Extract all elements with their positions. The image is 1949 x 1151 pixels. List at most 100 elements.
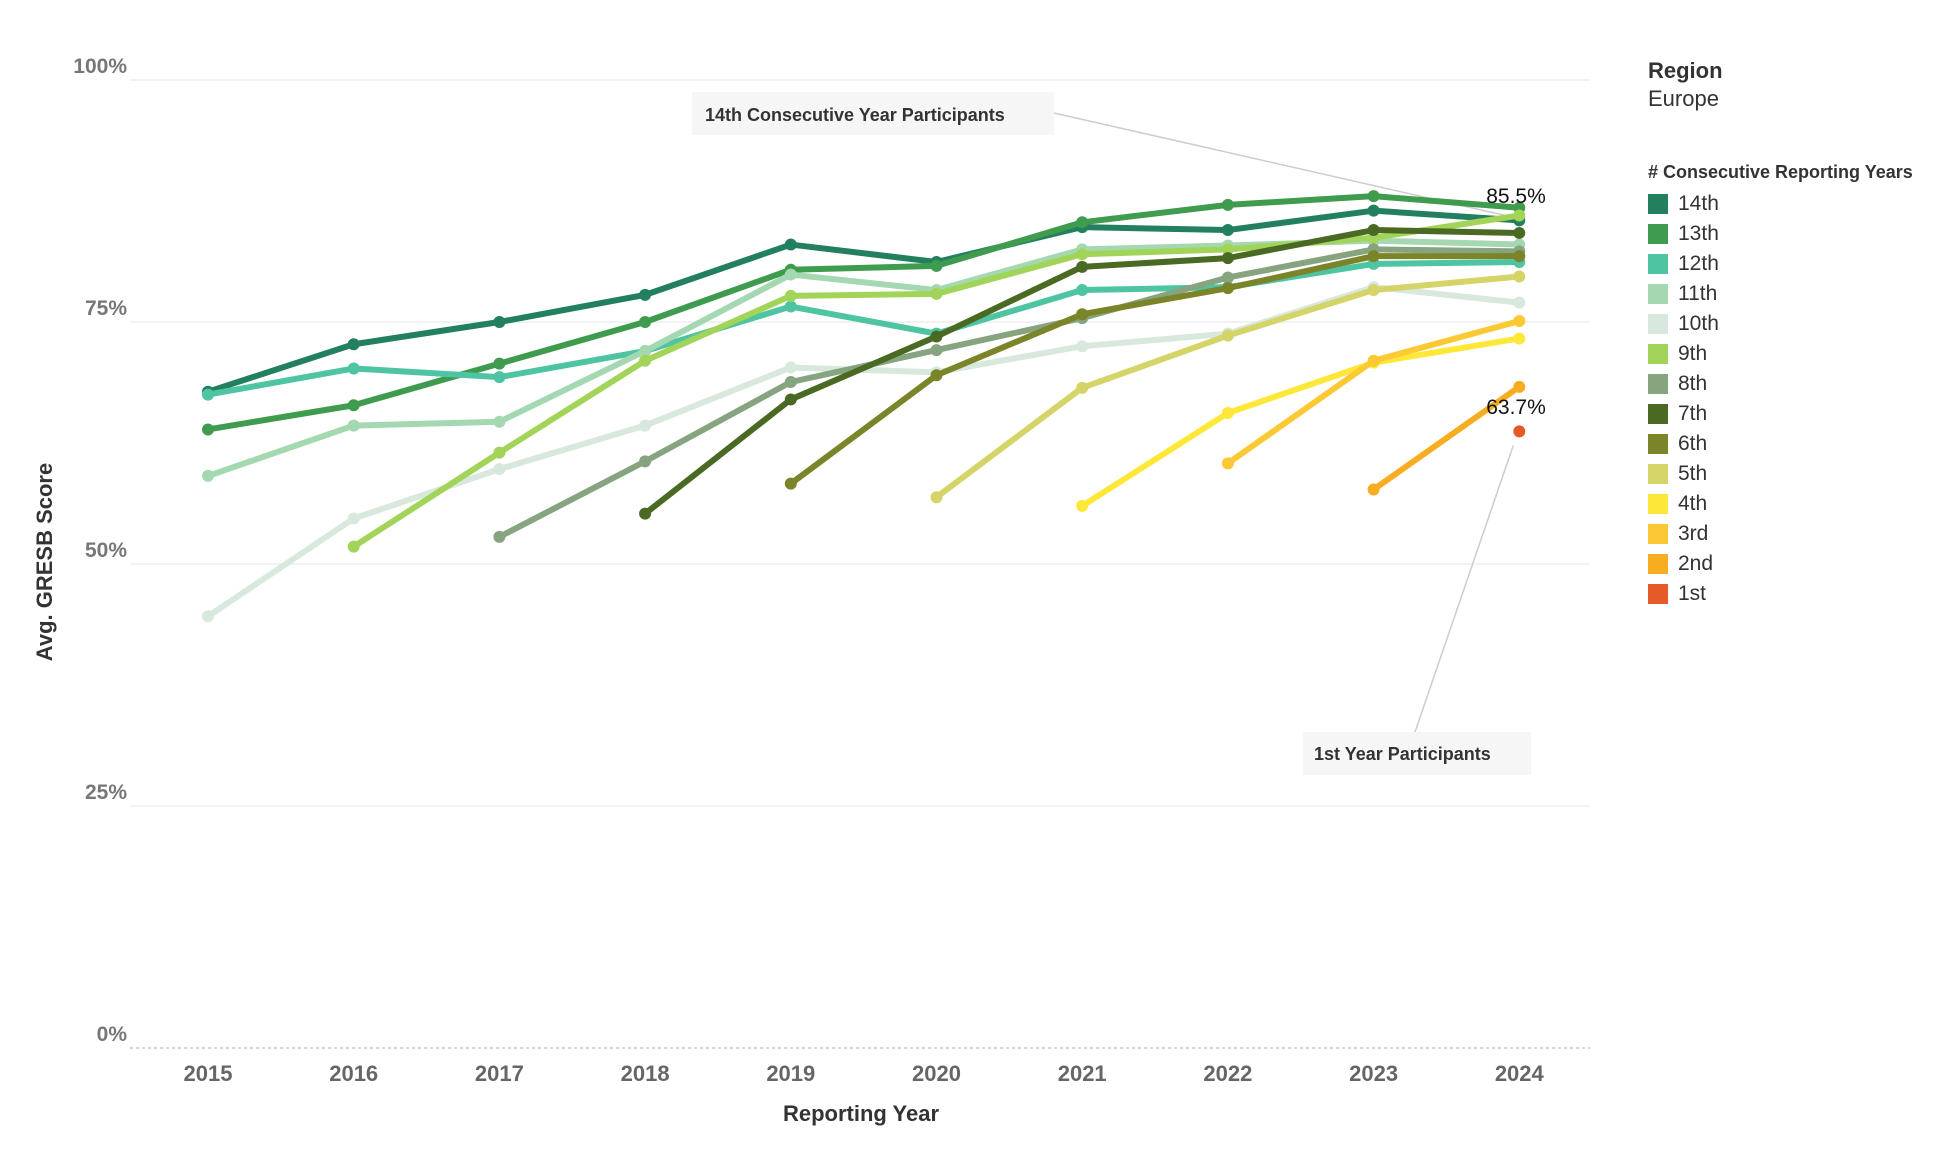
leader-line-1st xyxy=(1414,445,1515,733)
legend-item-12th[interactable]: 12th xyxy=(1648,249,1948,279)
data-point-10th xyxy=(784,361,797,374)
legend-swatch xyxy=(1648,314,1668,334)
x-tick-label: 2024 xyxy=(1495,1061,1545,1086)
series-line-12th xyxy=(205,258,1523,398)
series-line-14th xyxy=(205,207,1523,395)
legend-swatch xyxy=(1648,584,1668,604)
data-point-13th xyxy=(1221,198,1234,211)
data-point-8th xyxy=(784,376,797,389)
series-line-6th xyxy=(787,253,1523,487)
legend-item-3rd[interactable]: 3rd xyxy=(1648,519,1948,549)
series-7th xyxy=(639,224,1526,520)
data-point-6th xyxy=(1367,250,1380,263)
legend-item-1st[interactable]: 1st xyxy=(1648,579,1948,609)
data-point-8th xyxy=(1221,271,1234,284)
legend-swatch xyxy=(1648,284,1668,304)
legend-label: 5th xyxy=(1678,462,1708,485)
legend-items: 14th 13th 12th 11th 10th 9th 8th 7th 6th 5th 4th 3r… xyxy=(1648,189,1948,609)
series-line-3rd xyxy=(1224,318,1523,467)
y-tick-label: 25% xyxy=(85,781,127,804)
data-point-13th xyxy=(1367,190,1380,203)
data-point-9th xyxy=(1513,209,1526,222)
legend-item-4th[interactable]: 4th xyxy=(1648,489,1948,519)
legend-item-10th[interactable]: 10th xyxy=(1648,309,1948,339)
legend-label: 7th xyxy=(1678,402,1708,425)
annotations: 14th Consecutive Year Participants 1st Y… xyxy=(692,92,1531,775)
legend-title: # Consecutive Reporting Years xyxy=(1648,162,1913,182)
legend-panel: Region Europe # Consecutive Reporting Ye… xyxy=(1648,58,1948,609)
data-point-14th xyxy=(493,316,506,328)
data-point-9th xyxy=(930,287,943,300)
legend-swatch xyxy=(1648,464,1668,484)
annotation-1st-participants: 1st Year Participants xyxy=(1303,732,1531,775)
data-point-5th xyxy=(930,491,943,504)
data-point-3rd xyxy=(1221,457,1234,470)
series-13th xyxy=(202,190,1526,436)
legend-item-2nd[interactable]: 2nd xyxy=(1648,549,1948,579)
data-point-6th xyxy=(1513,250,1526,263)
x-tick-label: 2016 xyxy=(329,1061,378,1086)
legend-label: 9th xyxy=(1678,342,1708,365)
x-axis-title: Reporting Year xyxy=(783,1101,940,1126)
data-point-9th xyxy=(347,540,360,553)
legend-item-13th[interactable]: 13th xyxy=(1648,219,1948,249)
y-tick-label: 50% xyxy=(85,539,127,562)
region-filter-value[interactable]: Europe xyxy=(1648,86,1719,111)
series-line-13th xyxy=(205,193,1523,433)
x-tick-label: 2020 xyxy=(912,1061,961,1086)
series-line-11th xyxy=(205,237,1523,479)
legend-swatch xyxy=(1648,374,1668,394)
annotation-1st-text: 1st Year Participants xyxy=(1314,744,1491,764)
data-point-10th xyxy=(639,419,652,432)
data-point-9th xyxy=(1221,243,1234,256)
data-point-11th xyxy=(639,345,652,358)
data-point-11th xyxy=(347,419,360,432)
legend-item-9th[interactable]: 9th xyxy=(1648,339,1948,369)
data-point-6th xyxy=(1076,308,1089,321)
data-point-7th xyxy=(639,507,652,520)
legend-item-8th[interactable]: 8th xyxy=(1648,369,1948,399)
data-point-13th xyxy=(493,357,506,370)
legend-label: 3rd xyxy=(1678,522,1709,545)
legend-swatch xyxy=(1648,434,1668,454)
data-point-7th xyxy=(1076,260,1089,273)
data-point-12th xyxy=(1076,284,1089,297)
data-point-14th xyxy=(1221,224,1234,237)
legend-item-11th[interactable]: 11th xyxy=(1648,279,1948,309)
legend-label: 4th xyxy=(1678,492,1708,515)
legend-swatch xyxy=(1648,344,1668,364)
series-lines xyxy=(202,190,1526,623)
data-point-4th xyxy=(1221,406,1234,419)
legend-item-14th[interactable]: 14th xyxy=(1648,189,1948,219)
data-point-3rd xyxy=(1367,354,1380,367)
legend-item-7th[interactable]: 7th xyxy=(1648,399,1948,429)
y-tick-label: 100% xyxy=(73,55,127,78)
legend-label: 10th xyxy=(1678,312,1719,335)
data-point-12th xyxy=(202,388,214,401)
data-point-9th xyxy=(639,354,652,367)
x-tick-label: 2015 xyxy=(184,1061,233,1086)
legend-item-6th[interactable]: 6th xyxy=(1648,429,1948,459)
data-point-13th xyxy=(1076,216,1089,229)
data-point-8th xyxy=(493,530,506,543)
data-point-10th xyxy=(1076,340,1089,353)
data-label-14th-2024: 85.5% xyxy=(1486,185,1546,208)
data-point-13th xyxy=(202,423,214,436)
data-point-2nd xyxy=(1367,483,1380,496)
data-point-9th xyxy=(1076,248,1089,261)
legend-swatch xyxy=(1648,524,1668,544)
data-point-14th xyxy=(1367,204,1380,217)
legend-swatch xyxy=(1648,494,1668,514)
legend-item-5th[interactable]: 5th xyxy=(1648,459,1948,489)
data-point-5th xyxy=(1076,381,1089,394)
legend-label: 11th xyxy=(1678,282,1718,305)
data-point-11th xyxy=(784,268,797,281)
x-tick-label: 2023 xyxy=(1349,1061,1398,1086)
data-point-7th xyxy=(784,393,797,406)
legend-label: 8th xyxy=(1678,372,1708,395)
x-tick-label: 2019 xyxy=(766,1061,815,1086)
data-point-6th xyxy=(1221,282,1234,295)
legend-label: 14th xyxy=(1678,192,1719,215)
data-point-14th xyxy=(784,238,797,251)
legend-swatch xyxy=(1648,404,1668,424)
